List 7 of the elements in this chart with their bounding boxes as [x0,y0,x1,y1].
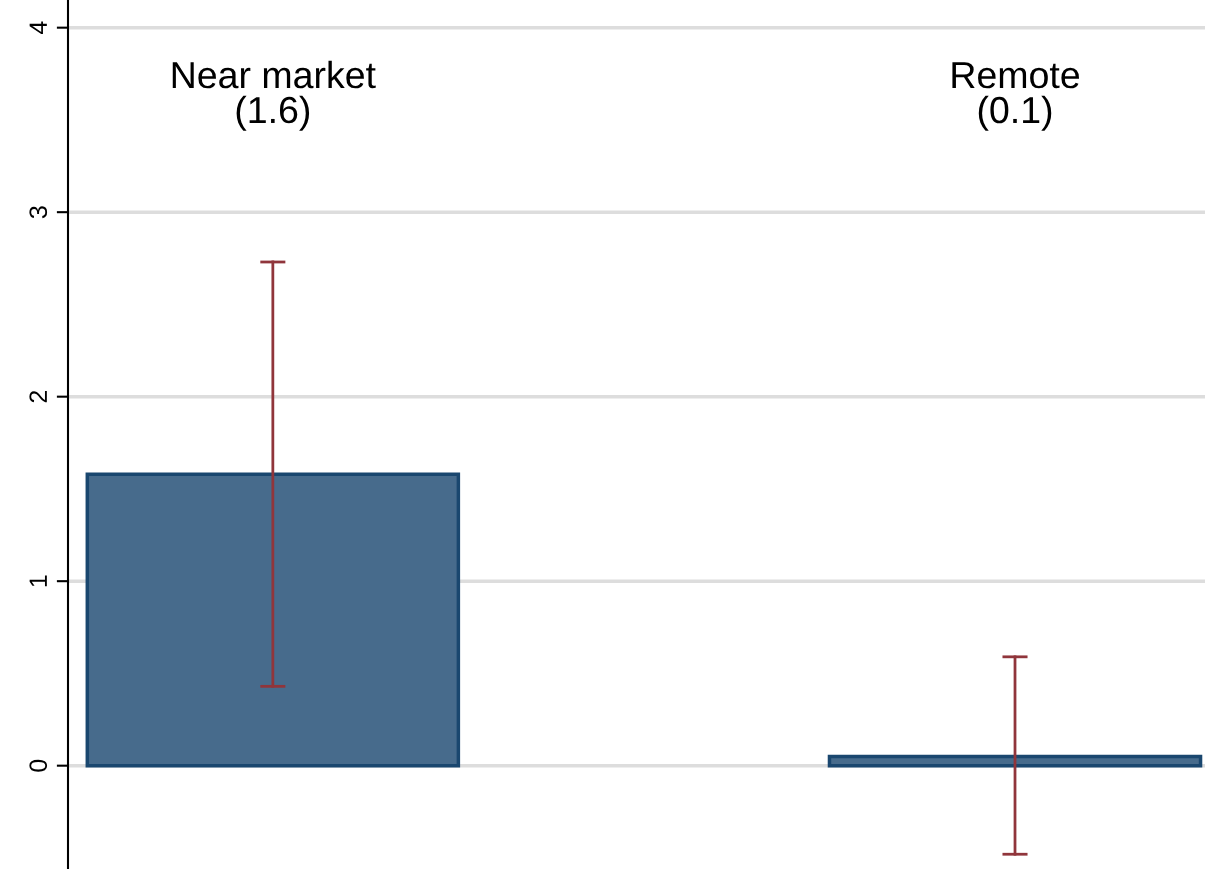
y-tick-label: 3 [29,206,48,219]
x-tick-label: Remote (0.1) [952,62,1079,131]
y-tick-label: 1 [29,575,47,587]
y-tick-label: 4 [29,21,47,35]
x-tick-label: Near market (1.6) [172,60,376,131]
y-tick-label: 0 [29,759,48,772]
y-tick-label: 2 [29,390,47,403]
